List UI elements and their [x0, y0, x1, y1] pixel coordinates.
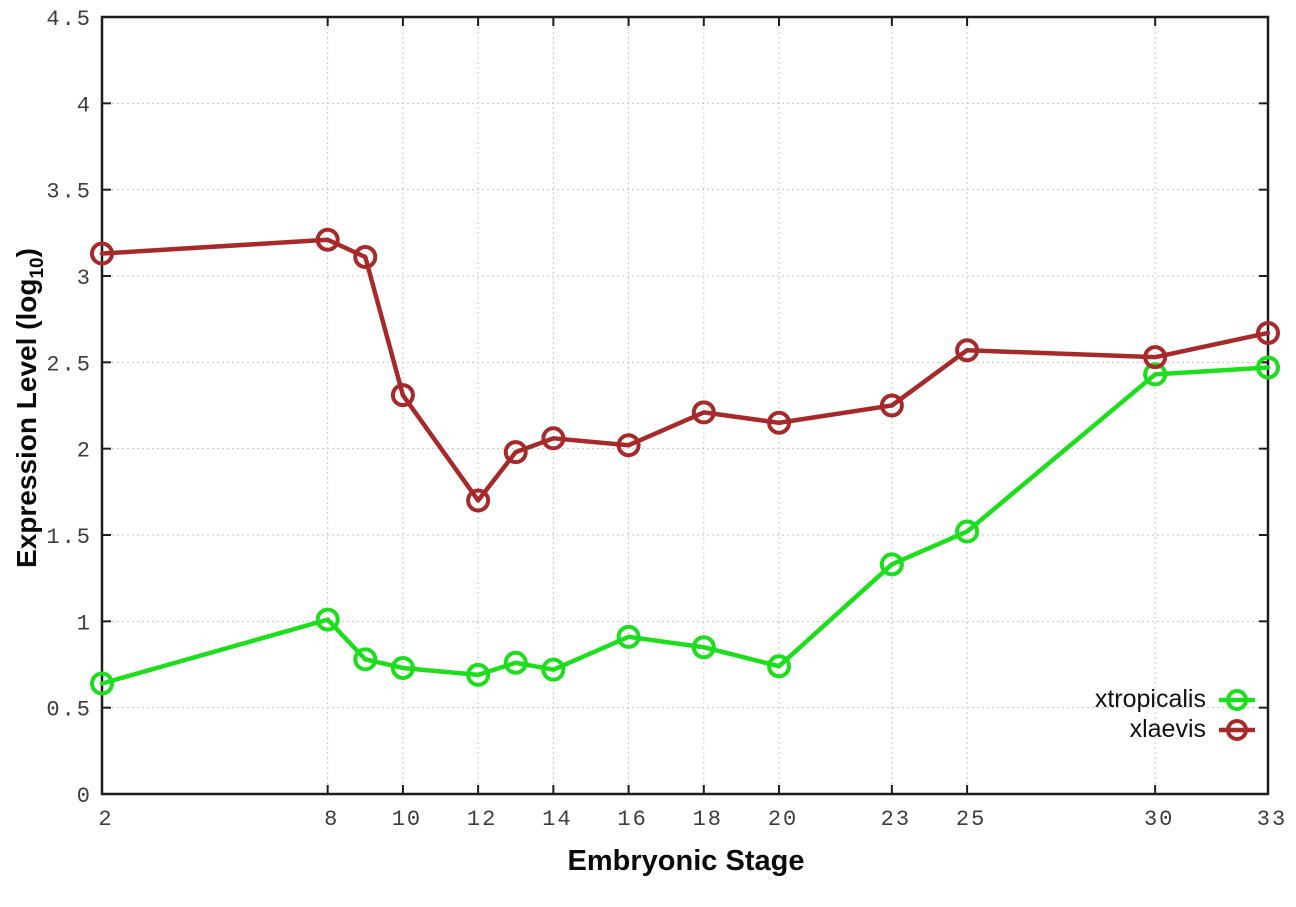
data-point-xtropicalis [466, 662, 491, 687]
legend-item-xlaevis: xlaevis [1095, 716, 1256, 743]
data-point-xlaevis [691, 400, 716, 425]
data-point-xlaevis [879, 393, 904, 418]
legend: xtropicalis xlaevis [1095, 686, 1256, 743]
data-point-xlaevis [541, 426, 566, 451]
data-point-xtropicalis [90, 671, 114, 696]
data-point-xtropicalis [879, 552, 904, 577]
x-tick-label: 8 [324, 807, 339, 832]
x-tick-label: 16 [617, 807, 647, 832]
y-tick-label: 3.5 [46, 180, 92, 205]
legend-label-xlaevis: xlaevis [1129, 715, 1206, 743]
data-point-xtropicalis [1143, 362, 1168, 387]
y-axis-label-subscript: 10 [26, 257, 48, 279]
x-tick-label: 20 [768, 807, 798, 832]
x-tick-label: 23 [881, 807, 911, 832]
series-line-xtropicalis [99, 365, 1271, 686]
data-point-xtropicalis [503, 650, 528, 675]
y-axis-label: Expression Level (log10) [11, 248, 49, 568]
data-point-xtropicalis [691, 635, 716, 660]
y-tick-label: 0.5 [46, 698, 92, 723]
legend-marker-xlaevis-icon [1219, 718, 1255, 741]
x-tick-label: 25 [956, 807, 986, 832]
x-tick-label: 12 [467, 807, 497, 832]
legend-marker-xtropicalis-icon [1219, 688, 1255, 711]
data-point-xtropicalis [315, 607, 340, 632]
y-tick-label: 2 [77, 439, 92, 464]
data-point-xlaevis [90, 241, 114, 266]
data-point-xlaevis [1143, 345, 1168, 370]
data-point-xtropicalis [767, 654, 792, 679]
data-point-xlaevis [616, 433, 641, 458]
data-point-xtropicalis [1256, 355, 1280, 380]
data-point-xlaevis [315, 227, 340, 252]
data-point-xtropicalis [955, 519, 980, 544]
y-tick-label: 3 [77, 266, 92, 291]
legend-item-xtropicalis: xtropicalis [1095, 686, 1256, 713]
data-point-xlaevis [767, 410, 792, 435]
y-tick-label: 2.5 [46, 352, 92, 377]
data-point-xtropicalis [541, 657, 566, 682]
y-axis-label-text: Expression Level (log [11, 278, 43, 568]
y-tick-label: 1.5 [46, 525, 92, 550]
x-tick-label: 33 [1257, 807, 1287, 832]
y-tick-label: 4.5 [46, 7, 92, 32]
data-point-xlaevis [955, 338, 980, 363]
data-point-xlaevis [503, 440, 528, 465]
data-point-xlaevis [1256, 320, 1280, 345]
data-point-xtropicalis [390, 655, 415, 680]
x-tick-label: 2 [98, 807, 113, 832]
data-point-xtropicalis [616, 624, 641, 649]
data-point-xlaevis [353, 245, 378, 270]
y-tick-label: 1 [77, 611, 92, 636]
x-tick-label: 18 [693, 807, 723, 832]
x-tick-label: 30 [1144, 807, 1174, 832]
y-tick-label: 4 [77, 93, 92, 118]
legend-label-xtropicalis: xtropicalis [1094, 685, 1206, 713]
series-line-xlaevis [99, 237, 1271, 503]
data-point-xtropicalis [353, 647, 378, 672]
x-tick-label: 14 [542, 807, 572, 832]
y-axis-label-suffix: ) [11, 248, 43, 258]
y-tick-label: 0 [77, 784, 92, 809]
data-point-xlaevis [390, 383, 415, 408]
x-axis-label: Embryonic Stage [567, 845, 805, 877]
data-point-xlaevis [466, 488, 491, 513]
x-tick-label: 10 [392, 807, 422, 832]
